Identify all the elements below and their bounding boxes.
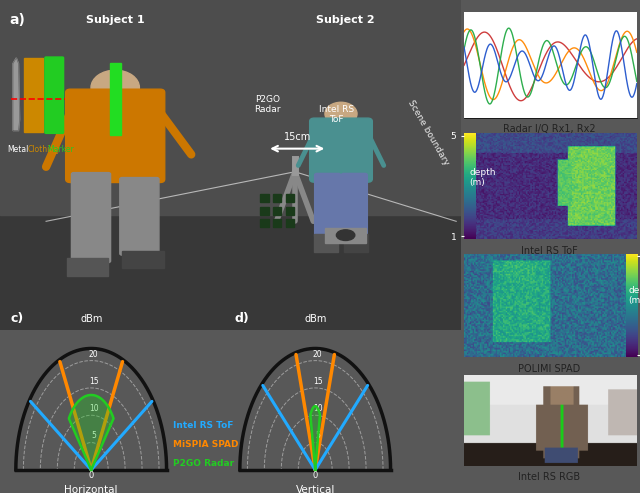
Polygon shape bbox=[13, 58, 20, 131]
FancyBboxPatch shape bbox=[72, 173, 111, 263]
Text: P2GO Radar: P2GO Radar bbox=[173, 459, 234, 468]
Bar bbox=[0, 215, 461, 330]
FancyBboxPatch shape bbox=[315, 174, 340, 238]
Bar bbox=[260, 219, 269, 227]
Text: 20: 20 bbox=[89, 350, 99, 358]
Text: Intel RS ToF: Intel RS ToF bbox=[521, 246, 577, 255]
FancyBboxPatch shape bbox=[341, 174, 367, 238]
Text: Intel RS ToF: Intel RS ToF bbox=[173, 422, 233, 430]
Bar bbox=[285, 207, 294, 215]
Text: 15: 15 bbox=[89, 377, 99, 386]
Text: 10: 10 bbox=[313, 404, 323, 413]
Text: Scene boundary: Scene boundary bbox=[406, 99, 450, 167]
Text: Subject 1: Subject 1 bbox=[86, 15, 145, 25]
Text: P2GO
Radar: P2GO Radar bbox=[254, 95, 280, 114]
Circle shape bbox=[91, 70, 140, 105]
Bar bbox=[24, 58, 43, 133]
Text: depth
(m): depth (m) bbox=[628, 286, 640, 306]
Bar bbox=[273, 219, 281, 227]
Bar bbox=[0, 0, 461, 215]
Bar bbox=[260, 194, 269, 203]
FancyBboxPatch shape bbox=[120, 177, 159, 255]
Text: 10: 10 bbox=[89, 404, 99, 413]
Text: b): b) bbox=[592, 12, 608, 26]
Text: 20: 20 bbox=[313, 350, 323, 358]
Bar bbox=[325, 228, 366, 243]
Text: Intel RS RGB: Intel RS RGB bbox=[518, 472, 580, 482]
Circle shape bbox=[337, 230, 355, 241]
Text: 15cm: 15cm bbox=[284, 133, 311, 142]
Text: 0: 0 bbox=[312, 471, 318, 480]
Text: Metal: Metal bbox=[8, 145, 29, 154]
Polygon shape bbox=[310, 406, 320, 470]
Text: depth
(m): depth (m) bbox=[469, 168, 495, 187]
Text: Subject 2: Subject 2 bbox=[316, 15, 375, 25]
Bar bbox=[67, 258, 108, 276]
Text: c): c) bbox=[11, 312, 24, 325]
FancyBboxPatch shape bbox=[66, 89, 164, 182]
Text: Radar I/Q Rx1, Rx2: Radar I/Q Rx1, Rx2 bbox=[503, 124, 595, 134]
Text: 5: 5 bbox=[316, 431, 320, 441]
Text: dBm: dBm bbox=[80, 314, 102, 324]
Bar bbox=[122, 251, 164, 268]
Text: MiSPIA SPAD: MiSPIA SPAD bbox=[173, 440, 238, 449]
Text: d): d) bbox=[235, 312, 250, 325]
Bar bbox=[260, 207, 269, 215]
Text: Intel RS
ToF: Intel RS ToF bbox=[319, 105, 354, 124]
Polygon shape bbox=[69, 395, 113, 470]
Bar bbox=[273, 194, 281, 203]
Text: Marker: Marker bbox=[47, 145, 74, 154]
Text: POLIMI SPAD: POLIMI SPAD bbox=[518, 364, 580, 374]
Text: Horizontal
FoV: Horizontal FoV bbox=[65, 485, 118, 493]
Text: dBm: dBm bbox=[304, 314, 326, 324]
Bar bbox=[285, 219, 294, 227]
FancyBboxPatch shape bbox=[310, 118, 372, 182]
Circle shape bbox=[325, 102, 357, 125]
Text: 15: 15 bbox=[313, 377, 323, 386]
Text: 0: 0 bbox=[88, 471, 94, 480]
Bar bbox=[273, 207, 281, 215]
Text: a): a) bbox=[9, 13, 25, 27]
Bar bbox=[109, 63, 121, 136]
Bar bbox=[344, 235, 368, 252]
FancyBboxPatch shape bbox=[45, 57, 63, 134]
Text: Clothing: Clothing bbox=[28, 145, 60, 154]
Text: Vertical
FoV: Vertical FoV bbox=[296, 485, 335, 493]
Bar bbox=[314, 235, 339, 252]
Bar bbox=[285, 194, 294, 203]
Text: 5: 5 bbox=[92, 431, 96, 441]
